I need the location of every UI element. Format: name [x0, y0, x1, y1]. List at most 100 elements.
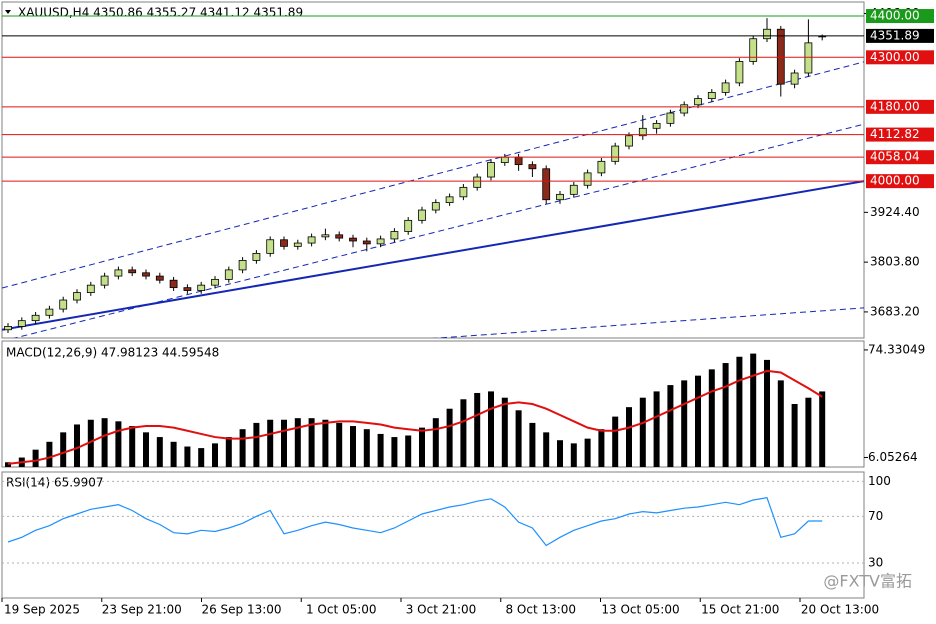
macd-bar — [667, 385, 674, 467]
macd-bar — [529, 422, 536, 467]
candle-body — [776, 28, 785, 85]
macd-bar — [143, 432, 149, 467]
macd-bar — [308, 418, 315, 467]
macd-bar — [722, 363, 729, 467]
macd-bar — [474, 392, 481, 467]
macd-bar — [460, 399, 467, 467]
rsi-tick-label: 30 — [868, 556, 883, 570]
candle-body — [238, 259, 247, 271]
candle-body — [418, 209, 426, 221]
macd-bar — [281, 419, 287, 467]
macd-bar — [239, 429, 246, 467]
candle-body — [31, 314, 40, 322]
macd-bar — [267, 419, 274, 467]
macd-bar — [695, 375, 701, 467]
candle-body — [100, 275, 109, 286]
rsi-tick-label: 70 — [868, 509, 883, 523]
rsi-panel — [1, 471, 865, 599]
candle-body — [128, 269, 137, 274]
candle-body — [17, 320, 26, 327]
macd-bar — [32, 449, 39, 467]
candle-body — [804, 42, 813, 74]
macd-bar — [791, 404, 798, 467]
candle-body — [293, 242, 302, 247]
candle-body — [721, 82, 730, 93]
candle-body — [169, 279, 178, 289]
macd-bar — [432, 418, 439, 467]
macd-tick-label: 6.05264 — [868, 450, 918, 464]
candle-body — [183, 287, 192, 291]
macd-bar — [736, 356, 743, 467]
candle-body — [707, 91, 716, 99]
level-label: 4351.89 — [870, 28, 920, 42]
level-label: 4400.00 — [870, 9, 920, 23]
macd-bar — [225, 437, 232, 467]
macd-bar — [184, 446, 191, 467]
candle-body — [528, 164, 537, 170]
macd-bar — [584, 438, 591, 467]
macd-bar — [212, 443, 218, 467]
candle-body — [652, 122, 661, 129]
x-tick-label: 13 Oct 05:00 — [601, 603, 679, 617]
macd-bar — [598, 429, 605, 467]
candle-body — [211, 278, 219, 286]
level-label: 4112.82 — [870, 127, 920, 141]
trend-line — [431, 307, 864, 338]
macd-bar — [253, 422, 260, 467]
level-label-box — [866, 127, 934, 142]
candle-body — [694, 98, 702, 106]
candle-body — [252, 252, 261, 261]
candle-body — [514, 156, 523, 166]
macd-bar — [557, 440, 563, 467]
menu-arrow — [5, 10, 11, 14]
macd-bar — [819, 391, 826, 467]
y-tick-label: 3924.40 — [870, 205, 920, 219]
level-label: 4180.00 — [870, 99, 920, 113]
x-tick-label: 26 Sep 13:00 — [201, 603, 281, 617]
macd-bar — [129, 426, 136, 467]
level-label-box — [866, 174, 934, 189]
macd-bar — [777, 380, 784, 467]
candle-body — [680, 104, 689, 114]
macd-bar — [46, 441, 53, 467]
candle-body — [390, 231, 399, 240]
candle-body — [749, 38, 758, 62]
candle-body — [763, 28, 771, 40]
macd-bar — [626, 407, 632, 467]
macd-bar — [101, 418, 108, 467]
macd-bar — [156, 437, 163, 467]
x-tick-label: 20 Oct 13:00 — [801, 603, 879, 617]
macd-bar — [446, 408, 453, 467]
level-label: 4300.00 — [870, 50, 920, 64]
macd-bar — [515, 410, 522, 467]
candle-body — [349, 237, 357, 242]
x-tick-label: 19 Sep 2025 — [4, 603, 80, 617]
macd-bar — [419, 427, 425, 467]
macd-bar — [170, 441, 177, 467]
candle-body — [155, 275, 164, 281]
trend-line — [2, 180, 864, 331]
macd-bar — [543, 432, 550, 467]
macd-tick-label: 74.33049 — [868, 342, 925, 356]
macd-bar — [681, 380, 688, 467]
level-label-box — [866, 99, 934, 114]
level-label-box — [866, 9, 934, 24]
candle-body — [197, 284, 206, 291]
macd-bar — [60, 432, 67, 467]
y-tick-label: 3803.80 — [870, 255, 920, 269]
candle-body — [335, 234, 344, 239]
macd-bar — [87, 419, 94, 467]
macd-bar — [363, 429, 370, 467]
candle-body — [487, 162, 495, 178]
candle-body — [376, 238, 385, 245]
macd-bar — [336, 422, 343, 467]
x-tick-label: 8 Oct 13:00 — [505, 603, 576, 617]
candle-body — [500, 156, 509, 163]
macd-bar — [639, 397, 646, 467]
x-tick-label: 15 Oct 21:00 — [701, 603, 779, 617]
rsi-title: RSI(14) 65.9907 — [6, 476, 104, 490]
candle-body — [638, 127, 647, 137]
y-tick-label: 3683.20 — [870, 304, 920, 318]
macd-bar — [501, 397, 508, 467]
